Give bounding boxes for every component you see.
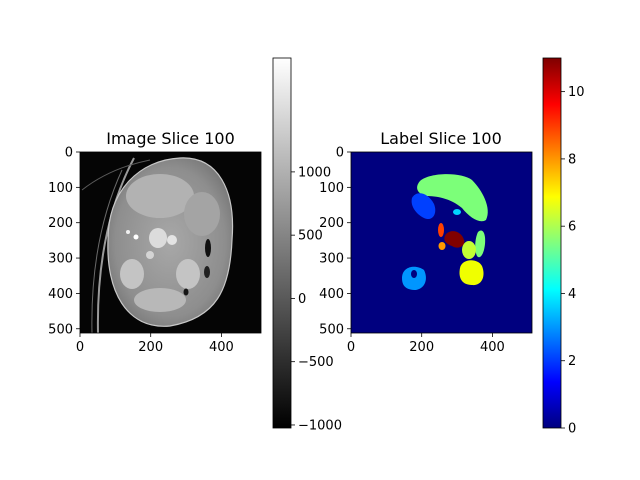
y-tick-label: 0 — [336, 146, 344, 161]
label-region-liver — [417, 174, 488, 222]
colorbar-gradient — [272, 57, 292, 429]
image-heatmap — [80, 152, 261, 333]
air-pocket — [205, 239, 211, 257]
y-tick-label: 100 — [48, 181, 73, 196]
colorbar-tick-label: −500 — [298, 355, 334, 370]
colorbar-tick-label: 4 — [568, 287, 576, 302]
y-tick-label: 200 — [319, 216, 344, 231]
organ-kidney-left — [120, 259, 144, 289]
y-tick-label: 400 — [319, 287, 344, 302]
colorbar-tick-label: 500 — [298, 229, 323, 244]
scanner-arc — [96, 157, 135, 333]
y-tick-label: 500 — [319, 322, 344, 337]
x-tick-label: 0 — [347, 340, 355, 355]
label-region-green-strip — [475, 230, 486, 258]
bright-spot — [126, 230, 130, 234]
image-axis-ticks: 0 200 400 0 100 200 300 400 500 — [48, 146, 234, 356]
axes-frame — [350, 151, 533, 334]
colorbar-ticks: −1000 −500 0 500 1000 — [291, 165, 342, 433]
label-heatmap — [351, 152, 532, 333]
x-tick-label: 200 — [409, 340, 434, 355]
x-tick-label: 0 — [76, 340, 84, 355]
colorbar-tick-label: 8 — [568, 152, 576, 167]
colorbar-ticks: 0 2 4 6 8 10 — [561, 85, 585, 437]
colorbar-tick-label: −1000 — [298, 418, 342, 433]
axes-frame — [79, 151, 262, 334]
bright-spot — [133, 234, 139, 240]
x-tick-label: 400 — [480, 340, 505, 355]
colorbar-tick-label: 0 — [298, 292, 306, 307]
scanner-arc — [81, 159, 151, 191]
y-tick-label: 100 — [319, 181, 344, 196]
label-region-red — [438, 223, 444, 237]
x-tick-label: 400 — [209, 340, 234, 355]
organ-stomach — [184, 192, 220, 236]
air-pocket — [204, 266, 210, 278]
y-tick-label: 300 — [48, 252, 73, 267]
air-pocket — [183, 288, 189, 296]
x-tick-label: 200 — [138, 340, 163, 355]
label-hole — [411, 270, 417, 278]
label-colorbar: 0 2 4 6 8 10 — [542, 57, 585, 437]
label-region-yellow-lower — [459, 260, 484, 286]
label-region-yellow-upper — [462, 241, 476, 259]
organ-kidney-right — [176, 259, 200, 289]
label-region-darkred — [444, 231, 465, 248]
label-region-orange — [438, 242, 446, 250]
image-slice-panel: Image Slice 100 0 200 400 0 100 200 300 — [48, 129, 262, 356]
label-slice-panel: Label Slice 100 0 200 400 0 100 200 300 400 500 — [319, 129, 533, 356]
colorbar-tick-label: 6 — [568, 220, 576, 235]
y-tick-label: 400 — [48, 287, 73, 302]
organ-liver — [126, 174, 194, 218]
chart-title: Label Slice 100 — [380, 129, 502, 148]
y-tick-label: 500 — [48, 322, 73, 337]
colorbar-tick-label: 2 — [568, 354, 576, 369]
organ-spine — [149, 228, 167, 248]
y-tick-label: 200 — [48, 216, 73, 231]
colorbar-gradient — [542, 57, 562, 429]
colorbar-tick-label: 0 — [568, 422, 576, 437]
y-tick-label: 0 — [65, 146, 73, 161]
scanner-arc — [91, 169, 123, 333]
colorbar-tick-label: 10 — [568, 85, 585, 100]
y-tick-label: 300 — [319, 252, 344, 267]
colorbar-tick-label: 1000 — [298, 165, 331, 180]
label-region-kidney — [402, 266, 426, 290]
chart-title: Image Slice 100 — [106, 129, 235, 148]
organ-vessel — [146, 251, 154, 259]
organ-bowel — [134, 288, 186, 312]
label-region-spleen — [411, 193, 436, 220]
label-axis-ticks: 0 200 400 0 100 200 300 400 500 — [319, 146, 505, 356]
label-region-cyan — [453, 209, 461, 215]
organ-vessel — [167, 235, 177, 245]
